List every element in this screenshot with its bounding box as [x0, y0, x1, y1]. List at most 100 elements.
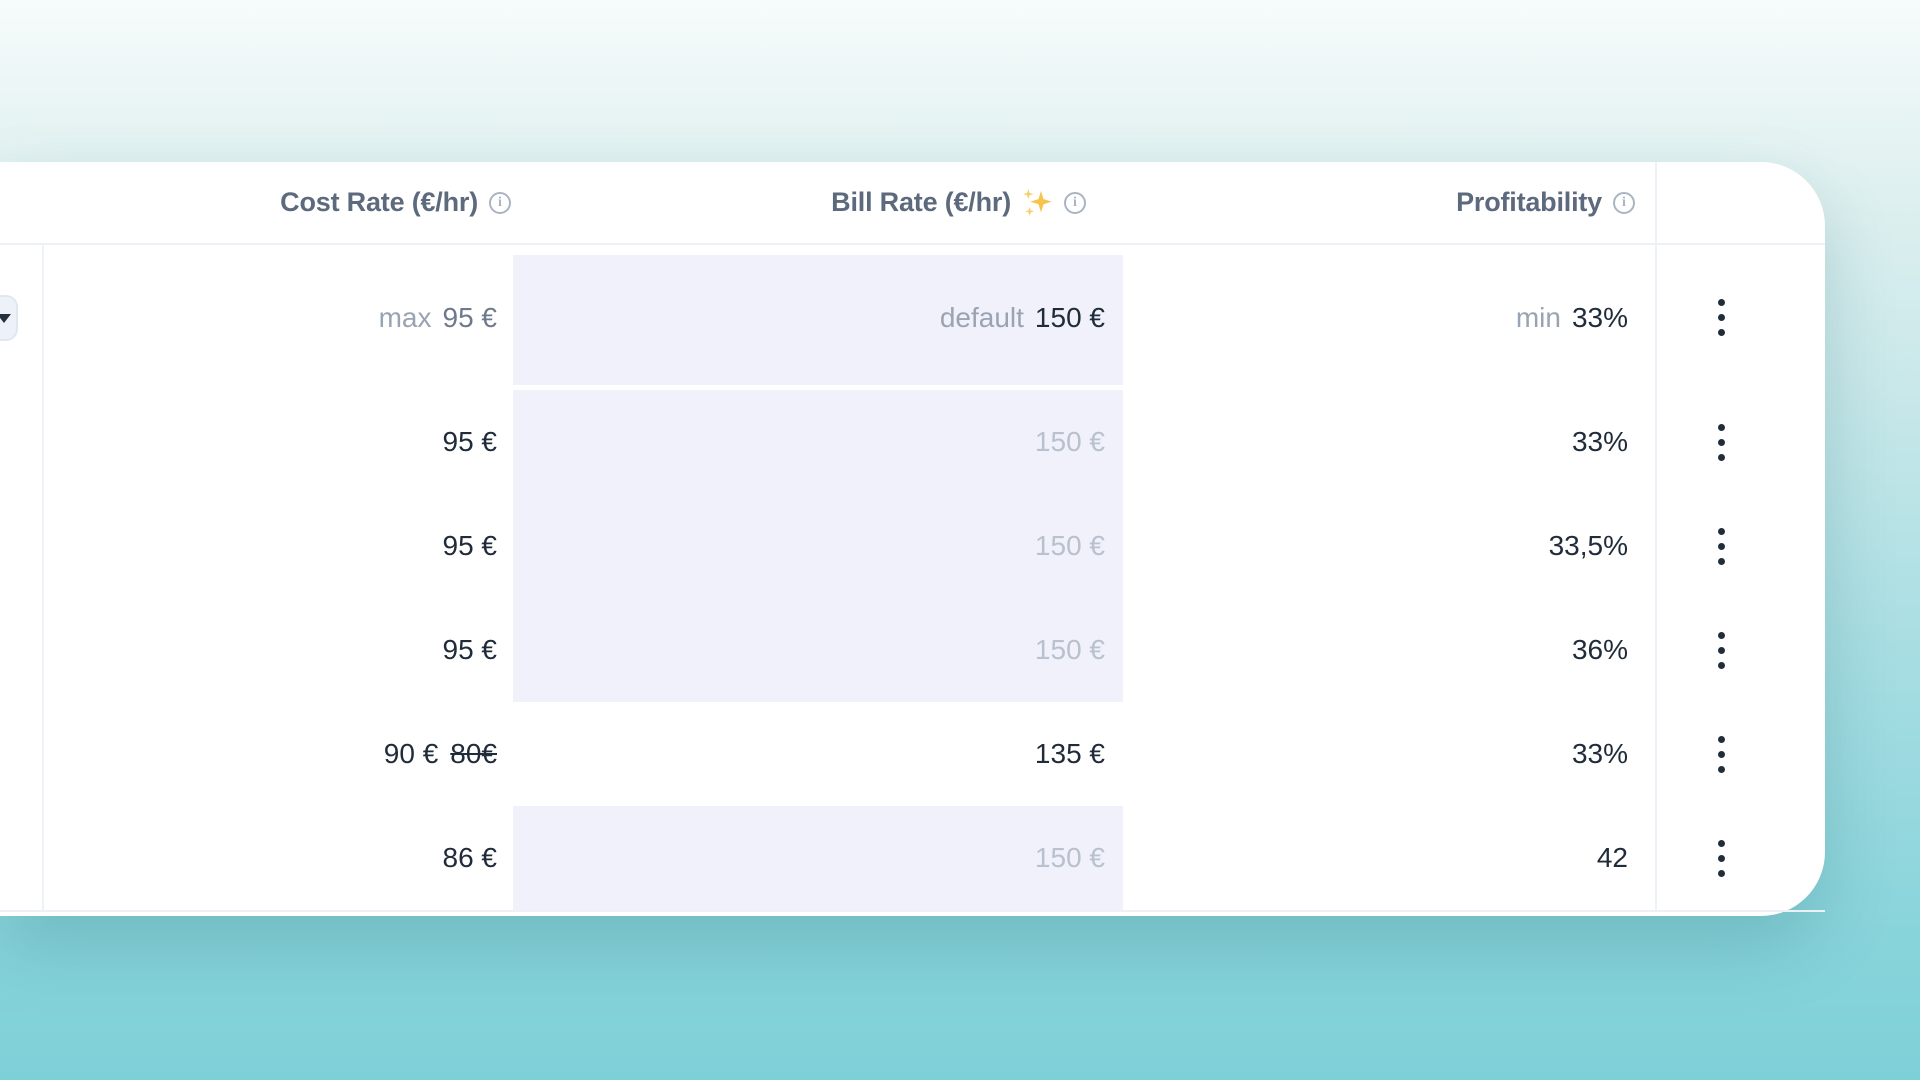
profitability-value: 33,5%: [1548, 530, 1628, 561]
kebab-dot: [1717, 438, 1725, 446]
row-leading-cell: [0, 390, 44, 494]
default-label: default: [939, 301, 1024, 333]
profitability-cell[interactable]: 33%: [1123, 702, 1657, 806]
bill-value: 150 €: [1034, 530, 1105, 561]
bill-value: 150 €: [1034, 426, 1105, 457]
header-actions-cell: [1657, 162, 1825, 243]
kebab-dot: [1717, 542, 1725, 550]
info-icon[interactable]: i: [1064, 191, 1086, 214]
kebab-dot: [1717, 314, 1725, 321]
min-profitability-value: 33%: [1571, 301, 1628, 333]
kebab-dot: [1717, 557, 1725, 565]
sparkles-icon: [1023, 188, 1052, 216]
max-label: max: [378, 301, 432, 333]
cost-rate-cell[interactable]: 90 € 80€: [44, 702, 513, 806]
table-row: 95 € 150 € 33%: [0, 390, 1825, 494]
cost-value: 90 €: [383, 738, 439, 769]
cost-rate-cell[interactable]: 95 €: [44, 390, 513, 494]
profitability-header-label: Profitability: [1456, 187, 1602, 217]
bill-rate-cell[interactable]: 150 €: [513, 390, 1123, 494]
header-leading-cell: [0, 162, 44, 243]
kebab-menu-button[interactable]: [1708, 826, 1735, 891]
max-cost-value: 95 €: [442, 301, 498, 333]
kebab-dot: [1717, 750, 1725, 758]
cost-value: 95 €: [442, 426, 498, 457]
kebab-dot: [1717, 854, 1725, 862]
bill-rate-header-cell: Bill Rate (€/hr) i: [513, 162, 1123, 243]
kebab-menu-button[interactable]: [1708, 514, 1735, 579]
bill-cell-highlight: [513, 598, 1123, 702]
row-actions-cell: [1657, 598, 1825, 702]
cost-rate-cell[interactable]: max 95 €: [44, 245, 513, 390]
kebab-menu-button[interactable]: [1708, 618, 1735, 683]
bill-rate-cell[interactable]: 150 €: [513, 806, 1123, 910]
profitability-cell[interactable]: 36%: [1123, 598, 1657, 702]
profitability-value: 36%: [1571, 634, 1628, 665]
table-header-row: Cost Rate (€/hr) i Bill Rate (€/hr) i Pr…: [0, 162, 1825, 245]
profitability-header-cell: Profitability i: [1123, 162, 1657, 243]
bill-rate-cell[interactable]: 150 €: [513, 598, 1123, 702]
table-body: max 95 € default 150 € min 33% 95 €: [0, 245, 1825, 912]
bill-cell-highlight: [513, 806, 1123, 910]
kebab-menu-button[interactable]: [1708, 410, 1735, 475]
profitability-value: 33%: [1571, 738, 1628, 769]
bill-rate-cell[interactable]: 135 €: [513, 702, 1123, 806]
rate-table-panel: Cost Rate (€/hr) i Bill Rate (€/hr) i Pr…: [0, 162, 1825, 916]
info-icon[interactable]: i: [1613, 191, 1635, 214]
cost-rate-header-cell: Cost Rate (€/hr) i: [44, 162, 513, 243]
kebab-dot: [1717, 329, 1725, 336]
bill-cell-highlight: [513, 255, 1123, 385]
kebab-dot: [1717, 299, 1725, 306]
profitability-value: 33%: [1571, 426, 1628, 457]
profitability-cell[interactable]: min 33%: [1123, 245, 1657, 390]
row-actions-cell: [1657, 702, 1825, 806]
cost-rate-cell[interactable]: 86 €: [44, 806, 513, 910]
row-leading-cell: [0, 245, 44, 390]
kebab-dot: [1717, 735, 1725, 743]
bill-cell-highlight: [513, 494, 1123, 598]
row-leading-cell: [0, 598, 44, 702]
min-label: min: [1515, 301, 1561, 333]
bill-value: 135 €: [1034, 738, 1105, 769]
table-row: 95 € 150 € 33,5%: [0, 494, 1825, 598]
kebab-dot: [1717, 527, 1725, 535]
table-row: 90 € 80€ 135 € 33%: [0, 702, 1825, 806]
kebab-dot: [1717, 453, 1725, 461]
profitability-value: 42: [1596, 842, 1628, 873]
row-actions-cell: [1657, 245, 1825, 390]
kebab-menu-button[interactable]: [1708, 722, 1735, 787]
cost-rate-cell[interactable]: 95 €: [44, 598, 513, 702]
cost-value: 95 €: [442, 634, 498, 665]
kebab-dot: [1717, 423, 1725, 431]
profitability-cell[interactable]: 33%: [1123, 390, 1657, 494]
bill-cell-highlight: [513, 390, 1123, 494]
row-actions-cell: [1657, 390, 1825, 494]
cost-value: 95 €: [442, 530, 498, 561]
row-leading-cell: [0, 806, 44, 910]
bill-value: 150 €: [1034, 842, 1105, 873]
kebab-dot: [1717, 839, 1725, 847]
cost-rate-header-label: Cost Rate (€/hr): [280, 187, 478, 217]
info-icon[interactable]: i: [489, 191, 511, 214]
profitability-cell[interactable]: 33,5%: [1123, 494, 1657, 598]
chevron-down-icon: [0, 313, 11, 323]
bill-rate-header-label: Bill Rate (€/hr): [831, 187, 1011, 217]
bill-rate-cell[interactable]: default 150 €: [513, 245, 1123, 390]
cost-rate-cell[interactable]: 95 €: [44, 494, 513, 598]
kebab-dot: [1717, 869, 1725, 877]
bill-value: 150 €: [1034, 634, 1105, 665]
default-bill-value: 150 €: [1034, 301, 1105, 333]
bill-rate-cell[interactable]: 150 €: [513, 494, 1123, 598]
row-actions-cell: [1657, 494, 1825, 598]
kebab-menu-button[interactable]: [1708, 285, 1735, 350]
summary-row: max 95 € default 150 € min 33%: [0, 245, 1825, 390]
row-selector-chip[interactable]: [0, 295, 18, 341]
table-row: 86 € 150 € 42: [0, 806, 1825, 910]
row-leading-cell: [0, 702, 44, 806]
table-row: 95 € 150 € 36%: [0, 598, 1825, 702]
profitability-cell[interactable]: 42: [1123, 806, 1657, 910]
cost-previous-value: 80€: [450, 738, 497, 769]
kebab-dot: [1717, 661, 1725, 669]
kebab-dot: [1717, 646, 1725, 654]
